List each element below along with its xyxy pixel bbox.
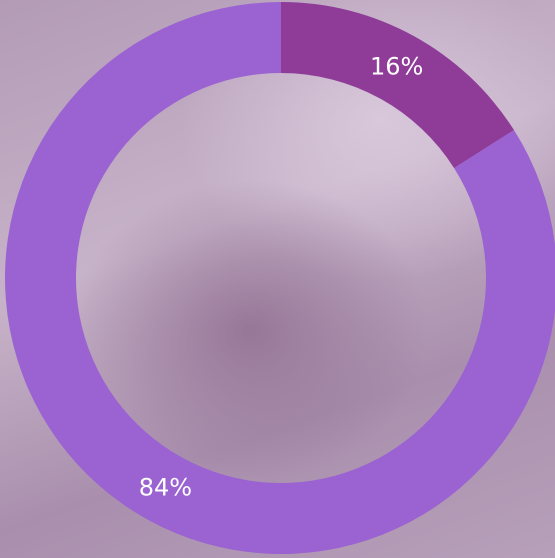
donut-segment [281,2,514,168]
value-label: 16% [370,53,423,81]
chart: 16% 84% [0,0,555,558]
value-label: 84% [139,473,192,501]
